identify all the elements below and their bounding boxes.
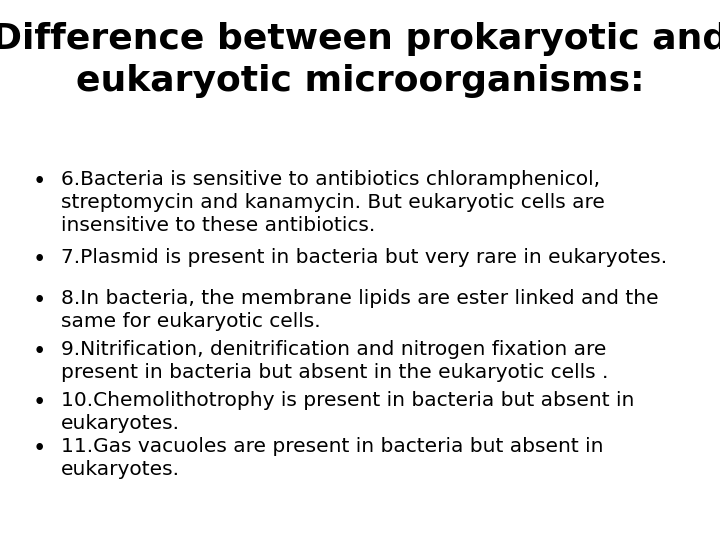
Text: Difference between prokaryotic and
eukaryotic microorganisms:: Difference between prokaryotic and eukar… [0, 22, 720, 98]
Text: 9.Nitrification, denitrification and nitrogen fixation are
present in bacteria b: 9.Nitrification, denitrification and nit… [61, 340, 608, 382]
Text: 6.Bacteria is sensitive to antibiotics chloramphenicol,
streptomycin and kanamyc: 6.Bacteria is sensitive to antibiotics c… [61, 170, 605, 234]
Text: •: • [33, 340, 46, 363]
Text: 10.Chemolithotrophy is present in bacteria but absent in
eukaryotes.: 10.Chemolithotrophy is present in bacter… [61, 392, 634, 433]
Text: 7.Plasmid is present in bacteria but very rare in eukaryotes.: 7.Plasmid is present in bacteria but ver… [61, 248, 667, 267]
Text: 8.In bacteria, the membrane lipids are ester linked and the
same for eukaryotic : 8.In bacteria, the membrane lipids are e… [61, 289, 659, 330]
Text: •: • [33, 248, 46, 272]
Text: •: • [33, 392, 46, 415]
Text: •: • [33, 437, 46, 461]
Text: 11.Gas vacuoles are present in bacteria but absent in
eukaryotes.: 11.Gas vacuoles are present in bacteria … [61, 437, 603, 479]
Text: •: • [33, 289, 46, 312]
Text: •: • [33, 170, 46, 193]
